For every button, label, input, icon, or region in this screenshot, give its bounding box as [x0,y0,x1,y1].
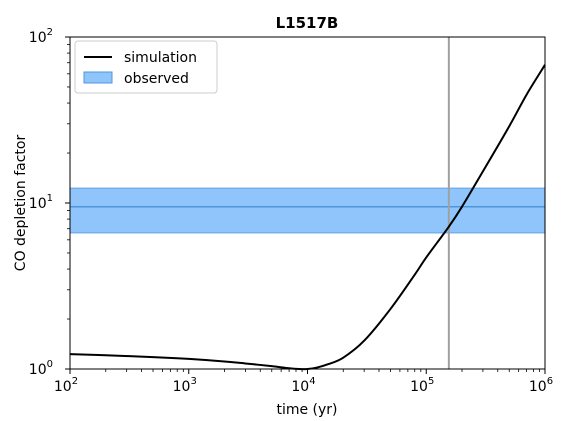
x-tick-label: 105 [410,376,434,395]
legend-observed-swatch [83,71,113,84]
legend-observed-label: observed [124,71,189,87]
x-axis-ticks: 102 103 104 105 106 [54,369,553,395]
chart-title: L1517B [276,14,339,32]
y-axis-ticks: 100 101 102 [29,27,70,378]
y-axis-label: CO depletion factor [13,135,29,272]
x-tick-label: 104 [291,376,315,395]
legend-simulation-label: simulation [124,50,197,66]
legend: simulation observed [74,40,218,94]
simulation-line [69,64,546,371]
y-tick-label: 101 [29,193,53,212]
observed-band [69,187,546,234]
x-tick-label: 103 [173,376,197,395]
y-tick-label: 102 [29,27,53,46]
x-axis-label: time (yr) [276,402,337,418]
x-tick-label: 106 [529,376,553,395]
x-tick-label: 102 [54,376,78,395]
y-tick-label: 100 [29,359,53,378]
plot-area [69,37,546,371]
